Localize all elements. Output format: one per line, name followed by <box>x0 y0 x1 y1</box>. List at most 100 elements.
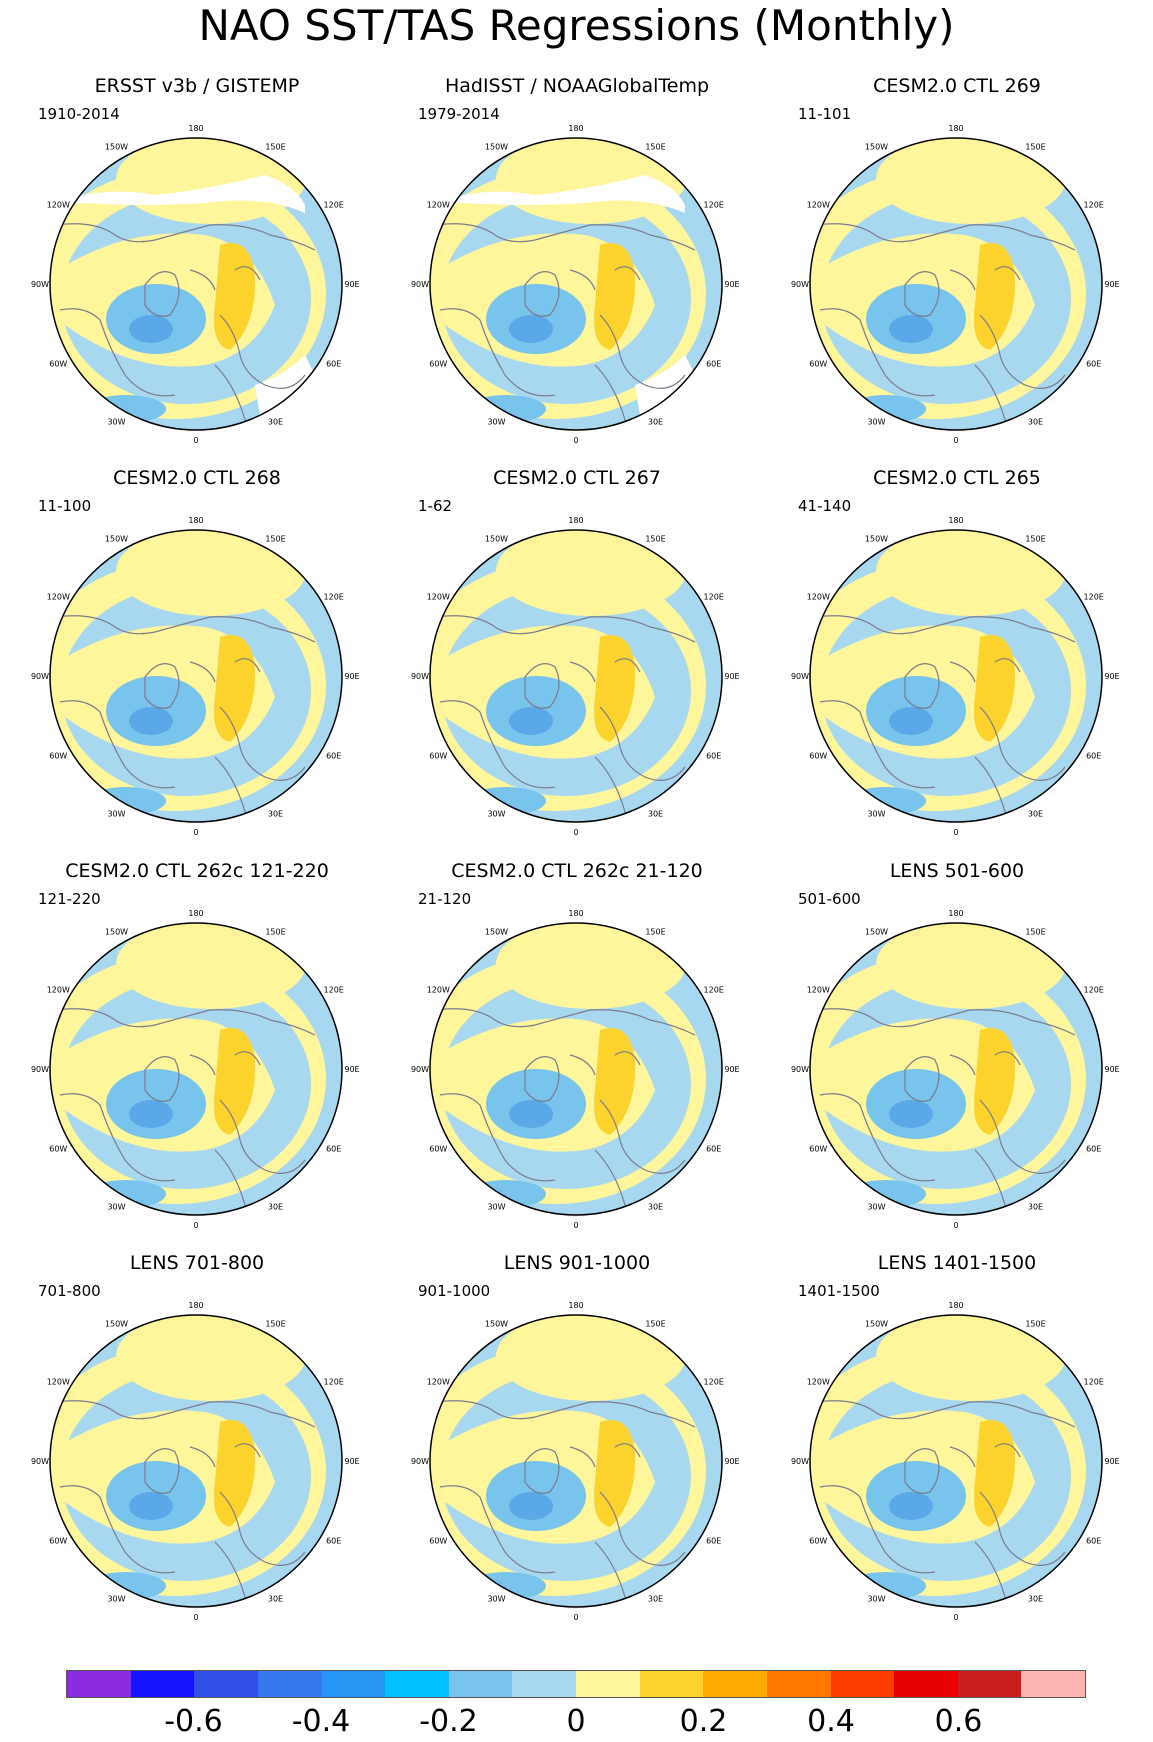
figure-title: NAO SST/TAS Regressions (Monthly) <box>198 1 955 50</box>
coastlines <box>434 615 696 822</box>
longitude-label: 180 <box>948 909 963 918</box>
longitude-label: 90E <box>344 1065 359 1074</box>
period-label: 1401-1500 <box>798 1282 880 1300</box>
longitude-label: 120W <box>807 986 830 995</box>
longitude-label: 180 <box>188 516 203 525</box>
longitude-label: 0 <box>953 1221 958 1230</box>
panel-title: LENS 501-600 <box>889 860 1025 882</box>
longitude-label: 150W <box>485 142 508 151</box>
longitude-label: 30E <box>648 1203 663 1212</box>
longitude-label: 150E <box>265 927 285 936</box>
longitude-label: 0 <box>573 828 578 837</box>
period-label: 11-100 <box>38 497 92 515</box>
colorbar-tick-label: -0.6 <box>164 1704 223 1739</box>
polar-map: 180 150E 120E 90E 60E 30E 0 30W 60W 90W 120W 150W <box>791 909 1120 1230</box>
map-panel: CESM2.0 CTL 265 180 150E 120E 90E 60E 30E 0 30W 6… <box>765 467 1149 862</box>
longitude-label: 90E <box>1104 280 1119 289</box>
longitude-label: 30E <box>1028 418 1043 427</box>
map-panel: CESM2.0 CTL 262c 121-220 180 150E 120E 90E 60… <box>5 860 389 1255</box>
longitude-label: 60E <box>326 1537 341 1546</box>
longitude-label: 90W <box>411 1065 429 1074</box>
longitude-label: 180 <box>568 909 583 918</box>
period-label: 11-101 <box>798 105 852 123</box>
longitude-label: 150E <box>645 142 665 151</box>
longitude-label: 30W <box>107 1203 125 1212</box>
longitude-label: 30E <box>648 1595 663 1604</box>
longitude-label: 150E <box>1025 142 1045 151</box>
longitude-label: 150W <box>865 927 888 936</box>
panel-title: CESM2.0 CTL 265 <box>873 467 1041 489</box>
coastlines <box>814 1008 1076 1215</box>
longitude-label: 90E <box>344 280 359 289</box>
longitude-label: 30E <box>648 418 663 427</box>
panel-title: CESM2.0 CTL 267 <box>493 467 661 489</box>
panel-title: CESM2.0 CTL 268 <box>113 467 281 489</box>
coastlines <box>434 223 696 430</box>
colorbar <box>66 1670 1086 1698</box>
map-panel: LENS 901-1000 180 150E 120E 90E 60E 30E 0 30W 60W… <box>385 1252 769 1647</box>
map-panel: CESM2.0 CTL 269 180 150E 120E 90E 60E 30E 0 30W 6… <box>765 75 1149 470</box>
longitude-label: 30E <box>648 810 663 819</box>
period-label: 901-1000 <box>418 1282 491 1300</box>
longitude-label: 90W <box>791 1457 809 1466</box>
longitude-label: 90W <box>31 1065 49 1074</box>
longitude-label: 120E <box>1084 1378 1104 1387</box>
longitude-label: 60W <box>429 1537 447 1546</box>
longitude-label: 30W <box>867 418 885 427</box>
longitude-label: 180 <box>568 516 583 525</box>
longitude-label: 30E <box>268 1595 283 1604</box>
longitude-label: 90W <box>411 1457 429 1466</box>
longitude-label: 90W <box>31 1457 49 1466</box>
map-panel: CESM2.0 CTL 267 180 150E 120E 90E 60E 30E 0 30W 6… <box>385 467 769 862</box>
coastlines <box>434 1008 696 1215</box>
period-label: 121-220 <box>38 890 101 908</box>
period-label: 1910-2014 <box>38 105 120 123</box>
longitude-label: 30W <box>487 1595 505 1604</box>
longitude-label: 120E <box>324 593 344 602</box>
longitude-label: 60W <box>429 752 447 761</box>
colorbar-box <box>512 1671 576 1697</box>
longitude-label: 60W <box>49 1145 67 1154</box>
map-panel: ERSST v3b / GISTEMP 180 150E 120E 90E 60E 30E 0… <box>5 75 389 470</box>
longitude-label: 150W <box>865 1319 888 1328</box>
map-panel: HadISST / NOAAGlobalTemp 180 150E 120E 90E 60… <box>385 75 769 470</box>
panel-title: ERSST v3b / GISTEMP <box>94 75 300 97</box>
longitude-label: 90E <box>1104 672 1119 681</box>
longitude-label: 60W <box>49 360 67 369</box>
longitude-label: 60W <box>809 1537 827 1546</box>
colorbar-box <box>385 1671 449 1697</box>
longitude-label: 150E <box>645 927 665 936</box>
longitude-label: 90W <box>31 672 49 681</box>
longitude-label: 150E <box>1025 927 1045 936</box>
colorbar-box <box>830 1671 895 1697</box>
longitude-label: 0 <box>193 1221 198 1230</box>
longitude-label: 120E <box>1084 986 1104 995</box>
longitude-label: 30E <box>1028 810 1043 819</box>
longitude-label: 60E <box>706 360 721 369</box>
colorbar-box <box>957 1671 1022 1697</box>
longitude-label: 0 <box>193 1613 198 1622</box>
longitude-label: 120E <box>704 986 724 995</box>
coastlines <box>434 1400 696 1607</box>
longitude-label: 60E <box>706 752 721 761</box>
longitude-label: 0 <box>573 1221 578 1230</box>
longitude-label: 60W <box>49 1537 67 1546</box>
colorbar-box <box>194 1671 258 1697</box>
map-panel: LENS 701-800 180 150E 120E 90E 60E 30E 0 30W 60W 9… <box>5 1252 389 1647</box>
colorbar-tick-label: -0.4 <box>291 1704 351 1739</box>
colorbar-box <box>639 1671 704 1697</box>
longitude-label: 180 <box>948 1301 963 1310</box>
longitude-label: 90E <box>724 280 739 289</box>
longitude-label: 180 <box>568 1301 583 1310</box>
longitude-label: 60E <box>326 1145 341 1154</box>
longitude-label: 30E <box>1028 1203 1043 1212</box>
longitude-label: 180 <box>188 124 203 133</box>
longitude-label: 120W <box>47 1378 70 1387</box>
longitude-label: 120E <box>1084 593 1104 602</box>
longitude-label: 30E <box>268 1203 283 1212</box>
longitude-label: 150W <box>865 534 888 543</box>
colorbar-tick-label: 0.4 <box>807 1704 855 1739</box>
longitude-label: 120E <box>324 1378 344 1387</box>
panel-title: HadISST / NOAAGlobalTemp <box>444 75 710 97</box>
longitude-label: 90E <box>724 1457 739 1466</box>
